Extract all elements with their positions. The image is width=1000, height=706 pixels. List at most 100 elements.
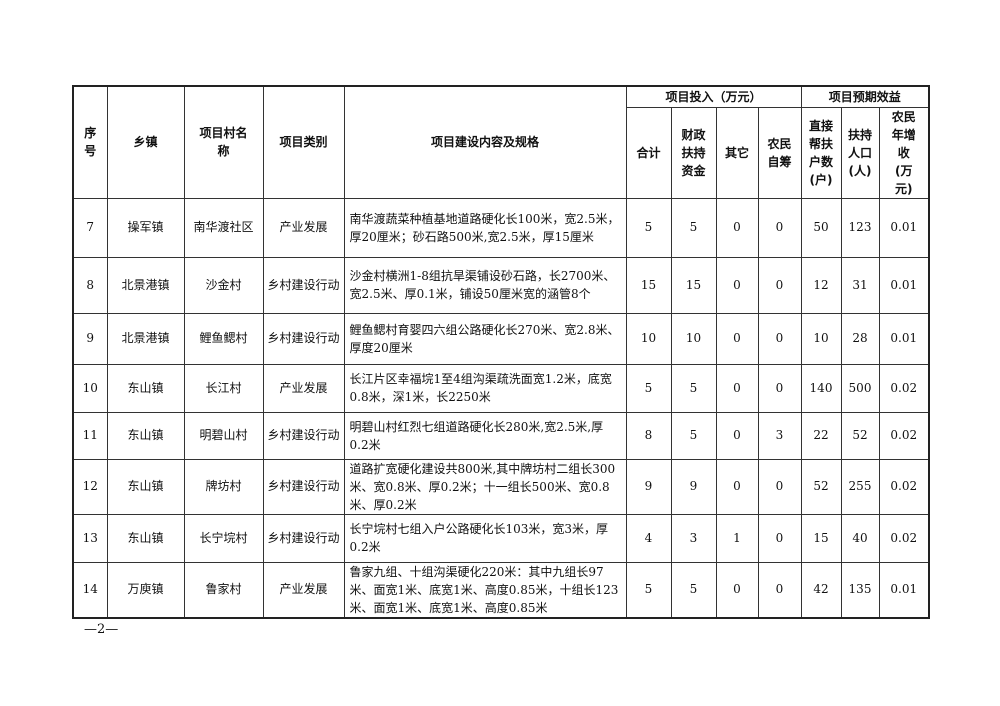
- header-fiscal: 财政扶持资金: [670, 106, 717, 199]
- table-row: 12 东山镇 牌坊村 乡村建设行动 道路扩宽硬化建设共800米,其中牌坊村二组长300米…: [72, 458, 930, 515]
- cell-people: 255: [840, 458, 880, 515]
- cell-people: 135: [840, 561, 880, 618]
- cell-town: 北景港镇: [106, 312, 185, 365]
- header-investment: 项目投入（万元）: [625, 85, 802, 108]
- cell-total: 5: [625, 197, 672, 258]
- cell-people: 40: [840, 513, 880, 563]
- cell-fiscal: 5: [670, 197, 717, 258]
- cell-category: 乡村建设行动: [262, 312, 345, 365]
- cell-seq: 11: [72, 411, 108, 460]
- cell-income: 0.02: [878, 363, 930, 413]
- cell-town: 北景港镇: [106, 256, 185, 314]
- cell-seq: 14: [72, 561, 108, 618]
- cell-fiscal: 9: [670, 458, 717, 515]
- cell-other: 0: [715, 256, 759, 314]
- table-row: 9 北景港镇 鲤鱼鳃村 乡村建设行动 鲤鱼鳃村育婴四六组公路硬化长270米、宽2.8米、…: [72, 312, 930, 365]
- cell-village: 长江村: [183, 363, 264, 413]
- table-row: 10 东山镇 长江村 产业发展 长江片区幸福垸1至4组沟渠疏洗面宽1.2米，底宽0.8米…: [72, 363, 930, 413]
- cell-category: 乡村建设行动: [262, 411, 345, 460]
- cell-households: 52: [800, 458, 842, 515]
- header-farmer-self: 农民自筹: [757, 106, 802, 199]
- cell-category: 乡村建设行动: [262, 256, 345, 314]
- cell-people: 28: [840, 312, 880, 365]
- header-people: 扶持人口(人): [840, 106, 880, 199]
- cell-content: 沙金村横洲1-8组抗旱渠铺设砂石路，长2700米、宽2.5米、厚0.1米，铺设5…: [343, 256, 627, 314]
- cell-income: 0.01: [878, 256, 930, 314]
- cell-town: 东山镇: [106, 513, 185, 563]
- cell-income: 0.01: [878, 561, 930, 618]
- cell-households: 50: [800, 197, 842, 258]
- header-content: 项目建设内容及规格: [343, 85, 627, 199]
- cell-households: 12: [800, 256, 842, 314]
- cell-total: 15: [625, 256, 672, 314]
- cell-total: 10: [625, 312, 672, 365]
- header-other: 其它: [715, 106, 759, 199]
- cell-other: 0: [715, 363, 759, 413]
- cell-households: 140: [800, 363, 842, 413]
- table-row: 13 东山镇 长宁垸村 乡村建设行动 长宁垸村七组入户公路硬化长103米，宽3米，厚0.…: [72, 513, 930, 563]
- header-benefit: 项目预期效益: [800, 85, 930, 108]
- cell-income: 0.02: [878, 513, 930, 563]
- cell-total: 5: [625, 561, 672, 618]
- cell-town: 东山镇: [106, 458, 185, 515]
- cell-village: 南华渡社区: [183, 197, 264, 258]
- header-village: 项目村名称: [183, 85, 264, 199]
- cell-households: 15: [800, 513, 842, 563]
- cell-village: 牌坊村: [183, 458, 264, 515]
- cell-people: 500: [840, 363, 880, 413]
- cell-content: 南华渡蔬菜种植基地道路硬化长100米，宽2.5米，厚20厘米；砂石路500米,宽…: [343, 197, 627, 258]
- cell-total: 9: [625, 458, 672, 515]
- cell-town: 东山镇: [106, 411, 185, 460]
- cell-fiscal: 3: [670, 513, 717, 563]
- table-row: 7 操军镇 南华渡社区 产业发展 南华渡蔬菜种植基地道路硬化长100米，宽2.5米，厚2…: [72, 197, 930, 258]
- cell-households: 10: [800, 312, 842, 365]
- project-table: 序号 乡镇 项目村名称 项目类别 项目建设内容及规格 项目投入（万元） 项目预期…: [72, 85, 930, 619]
- table-row: 11 东山镇 明碧山村 乡村建设行动 明碧山村红烈七组道路硬化长280米,宽2.5米,厚…: [72, 411, 930, 460]
- cell-village: 长宁垸村: [183, 513, 264, 563]
- cell-income: 0.02: [878, 411, 930, 460]
- header-total: 合计: [625, 106, 672, 199]
- cell-income: 0.01: [878, 197, 930, 258]
- cell-income: 0.01: [878, 312, 930, 365]
- cell-village: 沙金村: [183, 256, 264, 314]
- cell-category: 产业发展: [262, 561, 345, 618]
- cell-town: 万庾镇: [106, 561, 185, 618]
- cell-people: 52: [840, 411, 880, 460]
- table-row: 8 北景港镇 沙金村 乡村建设行动 沙金村横洲1-8组抗旱渠铺设砂石路，长2700米、宽…: [72, 256, 930, 314]
- cell-other: 0: [715, 312, 759, 365]
- cell-content: 长宁垸村七组入户公路硬化长103米，宽3米，厚0.2米: [343, 513, 627, 563]
- cell-content: 鲤鱼鳃村育婴四六组公路硬化长270米、宽2.8米、厚度20厘米: [343, 312, 627, 365]
- cell-fiscal: 5: [670, 561, 717, 618]
- header-category: 项目类别: [262, 85, 345, 199]
- header-seq: 序号: [72, 85, 108, 199]
- header-households: 直接帮扶户数(户): [800, 106, 842, 199]
- cell-category: 乡村建设行动: [262, 458, 345, 515]
- cell-people: 123: [840, 197, 880, 258]
- cell-seq: 13: [72, 513, 108, 563]
- cell-fiscal: 10: [670, 312, 717, 365]
- cell-village: 明碧山村: [183, 411, 264, 460]
- cell-farmer-self: 0: [757, 513, 802, 563]
- cell-seq: 12: [72, 458, 108, 515]
- cell-other: 0: [715, 561, 759, 618]
- cell-farmer-self: 0: [757, 561, 802, 618]
- cell-farmer-self: 0: [757, 363, 802, 413]
- cell-category: 乡村建设行动: [262, 513, 345, 563]
- cell-category: 产业发展: [262, 363, 345, 413]
- cell-town: 操军镇: [106, 197, 185, 258]
- cell-total: 4: [625, 513, 672, 563]
- cell-income: 0.02: [878, 458, 930, 515]
- page-number: —2—: [84, 622, 119, 637]
- cell-farmer-self: 0: [757, 197, 802, 258]
- cell-other: 0: [715, 411, 759, 460]
- cell-fiscal: 5: [670, 363, 717, 413]
- cell-content: 长江片区幸福垸1至4组沟渠疏洗面宽1.2米，底宽0.8米，深1米，长2250米: [343, 363, 627, 413]
- cell-village: 鲤鱼鳃村: [183, 312, 264, 365]
- cell-farmer-self: 0: [757, 458, 802, 515]
- cell-people: 31: [840, 256, 880, 314]
- cell-content: 鲁家九组、十组沟渠硬化220米：其中九组长97米、面宽1米、底宽1米、高度0.8…: [343, 561, 627, 618]
- cell-fiscal: 5: [670, 411, 717, 460]
- cell-seq: 7: [72, 197, 108, 258]
- header-town: 乡镇: [106, 85, 185, 199]
- cell-village: 鲁家村: [183, 561, 264, 618]
